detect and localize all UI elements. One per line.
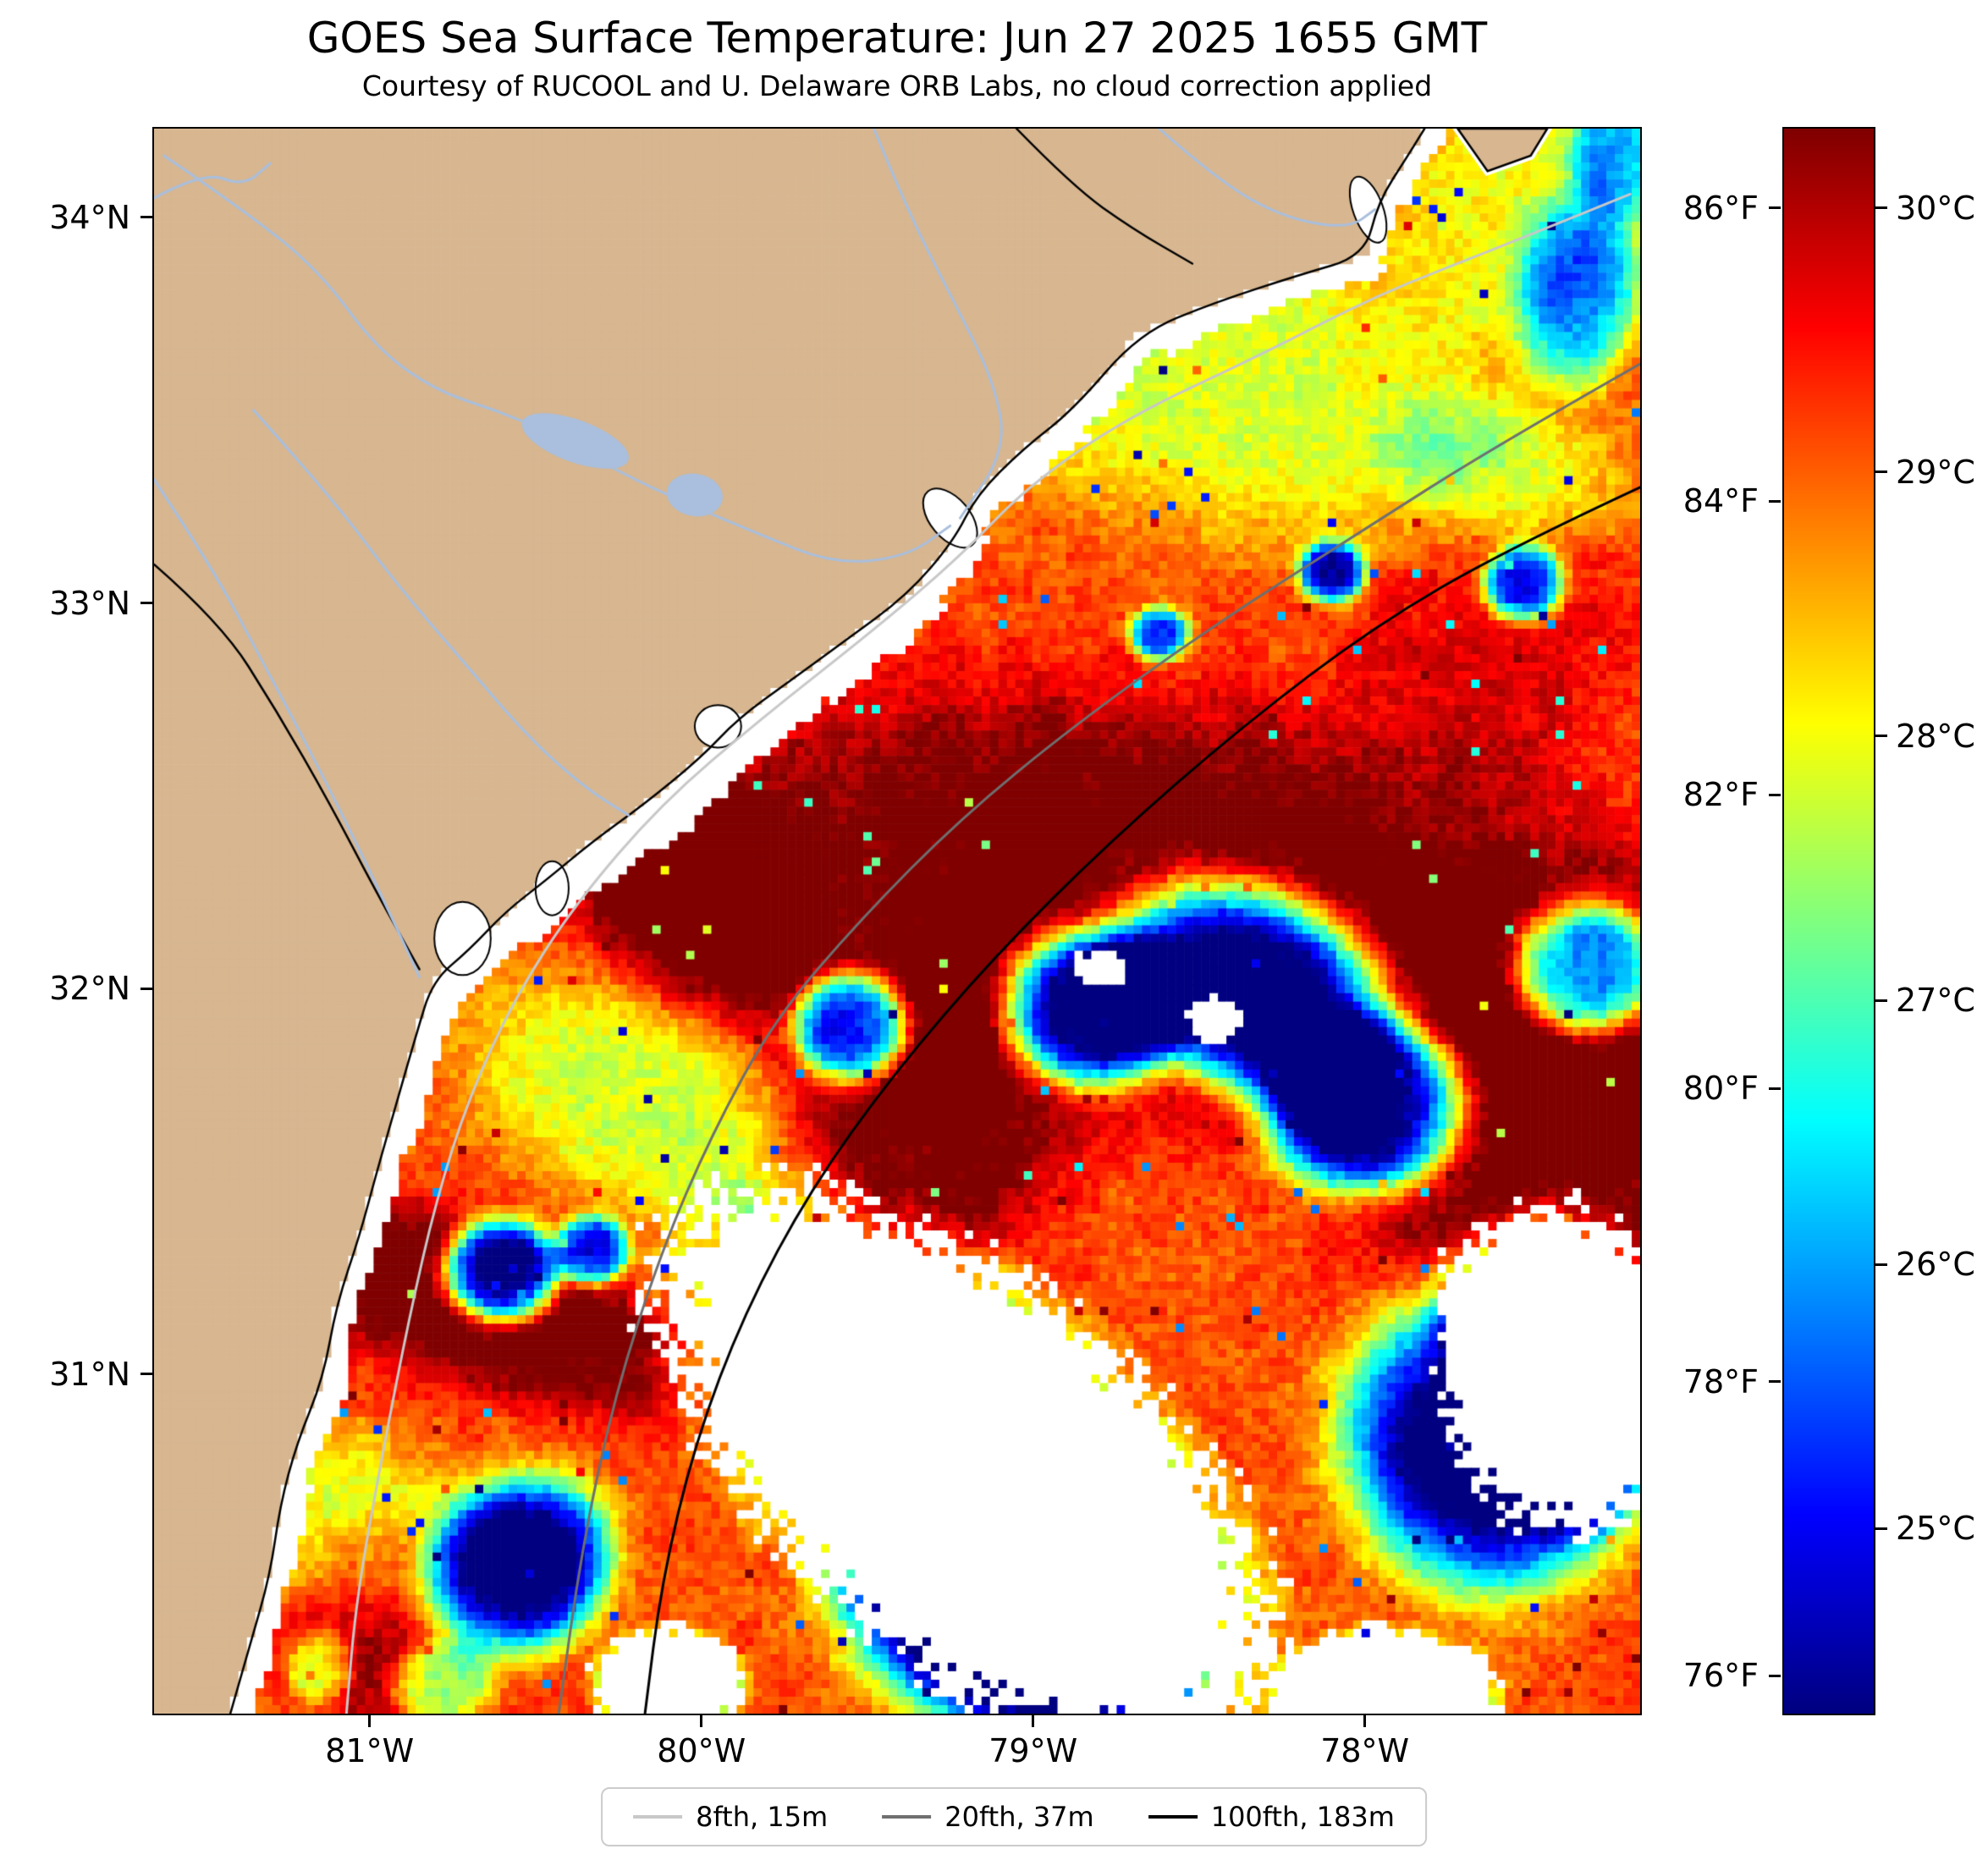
legend-line-20fth-swatch (882, 1815, 932, 1819)
lon-tick-mark (1363, 1715, 1367, 1727)
legend-label-100fth: 100fth, 183m (1210, 1801, 1395, 1833)
colorbar-c-tick-mark (1875, 1263, 1887, 1266)
sst-map-canvas (154, 129, 1640, 1714)
colorbar-c-tick-label: 30°C (1896, 189, 1975, 227)
lat-tick-label: 33°N (49, 584, 130, 622)
lon-tick-mark (700, 1715, 703, 1727)
lat-tick-label: 32°N (49, 970, 130, 1008)
chart-title: GOES Sea Surface Temperature: Jun 27 202… (306, 14, 1488, 63)
lat-tick-mark (140, 216, 152, 219)
chart-subtitle: Courtesy of RUCOOL and U. Delaware ORB L… (361, 69, 1433, 102)
lon-tick-label: 78°W (1320, 1732, 1410, 1769)
colorbar-f-tick-mark (1769, 1380, 1781, 1384)
lon-tick-label: 79°W (988, 1732, 1078, 1769)
legend-line-8fth-swatch (633, 1815, 683, 1819)
lat-tick-mark (140, 987, 152, 990)
colorbar-f-tick-label: 76°F (1682, 1657, 1759, 1695)
lat-tick-mark (140, 1373, 152, 1376)
colorbar-f-tick-mark (1769, 1674, 1781, 1677)
colorbar-f-tick-mark (1769, 1087, 1781, 1090)
colorbar-c-tick-label: 26°C (1896, 1246, 1975, 1284)
legend-item-20fth: 20fth, 37m (882, 1801, 1094, 1833)
colorbar-c-tick-mark (1875, 999, 1887, 1002)
legend-item-100fth: 100fth, 183m (1148, 1801, 1395, 1833)
lon-tick-label: 81°W (325, 1732, 415, 1769)
colorbar-frame (1782, 127, 1875, 1715)
legend-label-8fth: 8fth, 15m (696, 1801, 829, 1833)
colorbar-c-tick-mark (1875, 735, 1887, 738)
lon-tick-label: 80°W (657, 1732, 746, 1769)
colorbar-f-tick-mark (1769, 499, 1781, 503)
lat-tick-label: 31°N (49, 1355, 130, 1393)
colorbar-c-tick-mark (1875, 206, 1887, 210)
colorbar-canvas (1784, 129, 1874, 1714)
colorbar-c-tick-label: 28°C (1896, 717, 1975, 755)
colorbar-c-tick-label: 27°C (1896, 982, 1975, 1020)
colorbar-f-tick-label: 82°F (1682, 776, 1759, 814)
colorbar-c-tick-label: 25°C (1896, 1510, 1975, 1548)
lon-tick-mark (368, 1715, 372, 1727)
lat-tick-label: 34°N (49, 198, 130, 236)
colorbar-f-tick-label: 80°F (1682, 1070, 1759, 1108)
contour-legend: 8fth, 15m 20fth, 37m 100fth, 183m (601, 1787, 1427, 1846)
legend-label-20fth: 20fth, 37m (944, 1801, 1094, 1833)
colorbar-c-tick-mark (1875, 471, 1887, 474)
colorbar-f-tick-label: 86°F (1682, 189, 1759, 227)
legend-line-100fth-swatch (1148, 1815, 1198, 1819)
lat-tick-mark (140, 602, 152, 605)
colorbar-f-tick-label: 78°F (1682, 1362, 1759, 1400)
map-frame (152, 127, 1642, 1715)
colorbar-f-tick-label: 84°F (1682, 482, 1759, 520)
colorbar-f-tick-mark (1769, 793, 1781, 796)
colorbar-c-tick-mark (1875, 1527, 1887, 1530)
colorbar-c-tick-label: 29°C (1896, 453, 1975, 491)
lon-tick-mark (1032, 1715, 1035, 1727)
legend-item-8fth: 8fth, 15m (633, 1801, 828, 1833)
colorbar-f-tick-mark (1769, 206, 1781, 210)
